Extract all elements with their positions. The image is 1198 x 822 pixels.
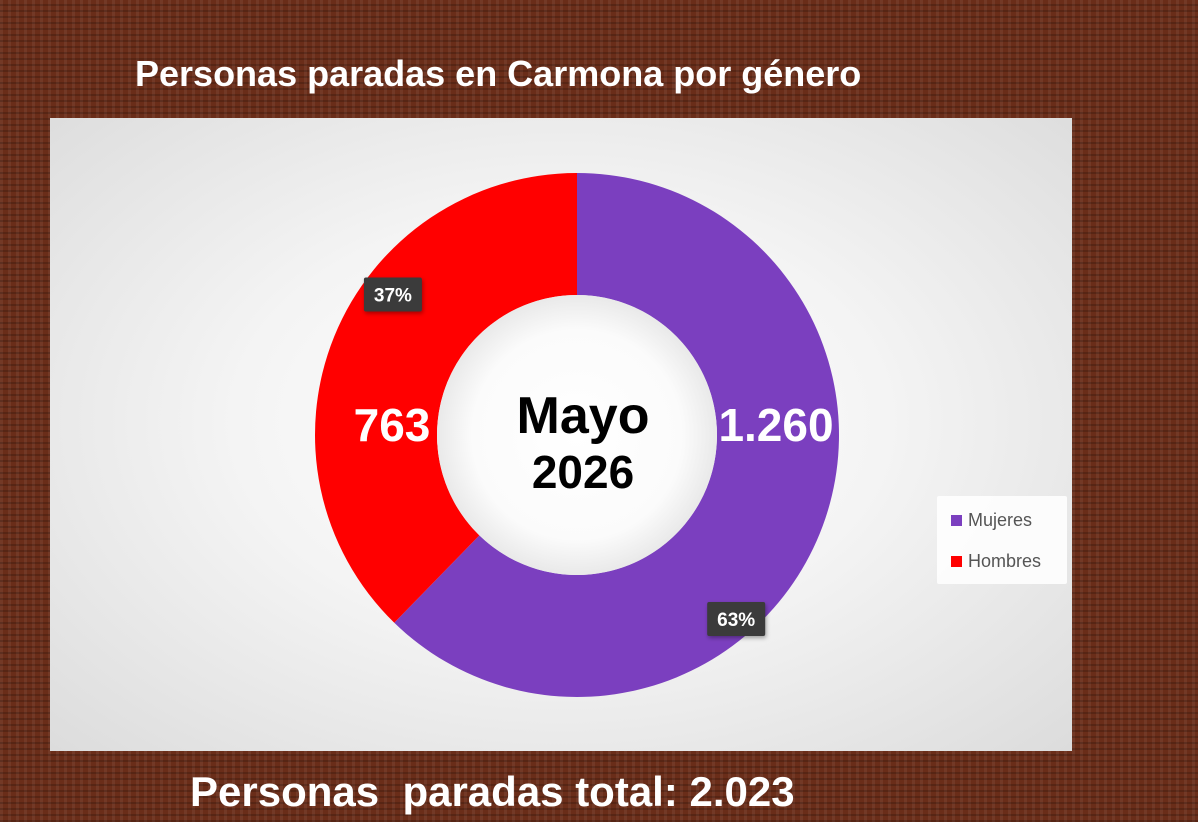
percent-label-hombres: 37% xyxy=(374,286,412,307)
legend-swatch-hombres xyxy=(951,555,962,567)
center-label-month: Mayo xyxy=(517,387,650,445)
percent-badge-hombres: 37% xyxy=(363,277,422,312)
center-label-year: 2026 xyxy=(532,446,634,498)
footer-total: Personas paradas total: 2.023 xyxy=(190,768,795,815)
legend-swatch-mujeres xyxy=(951,514,962,526)
value-label-hombres: 763 xyxy=(354,399,431,451)
slice-mujeres xyxy=(394,173,839,697)
legend-item-hombres: Hombres xyxy=(951,549,1041,573)
legend-label-mujeres: Mujeres xyxy=(968,509,1033,530)
legend: Mujeres Hombres xyxy=(937,496,1067,584)
chart-title: Personas paradas en Carmona por género xyxy=(135,53,862,94)
legend-label-hombres: Hombres xyxy=(968,550,1042,571)
value-label-mujeres: 1.260 xyxy=(718,399,833,451)
percent-badge-mujeres: 63% xyxy=(707,601,766,636)
donut-chart: Mayo 2026 1.260 63% 763 37% xyxy=(314,173,839,697)
percent-label-mujeres: 63% xyxy=(717,610,755,631)
chart-panel: Mayo 2026 1.260 63% 763 37% Mujeres Hombres xyxy=(50,118,1072,751)
donut-hole xyxy=(437,295,717,575)
legend-item-mujeres: Mujeres xyxy=(951,508,1032,532)
